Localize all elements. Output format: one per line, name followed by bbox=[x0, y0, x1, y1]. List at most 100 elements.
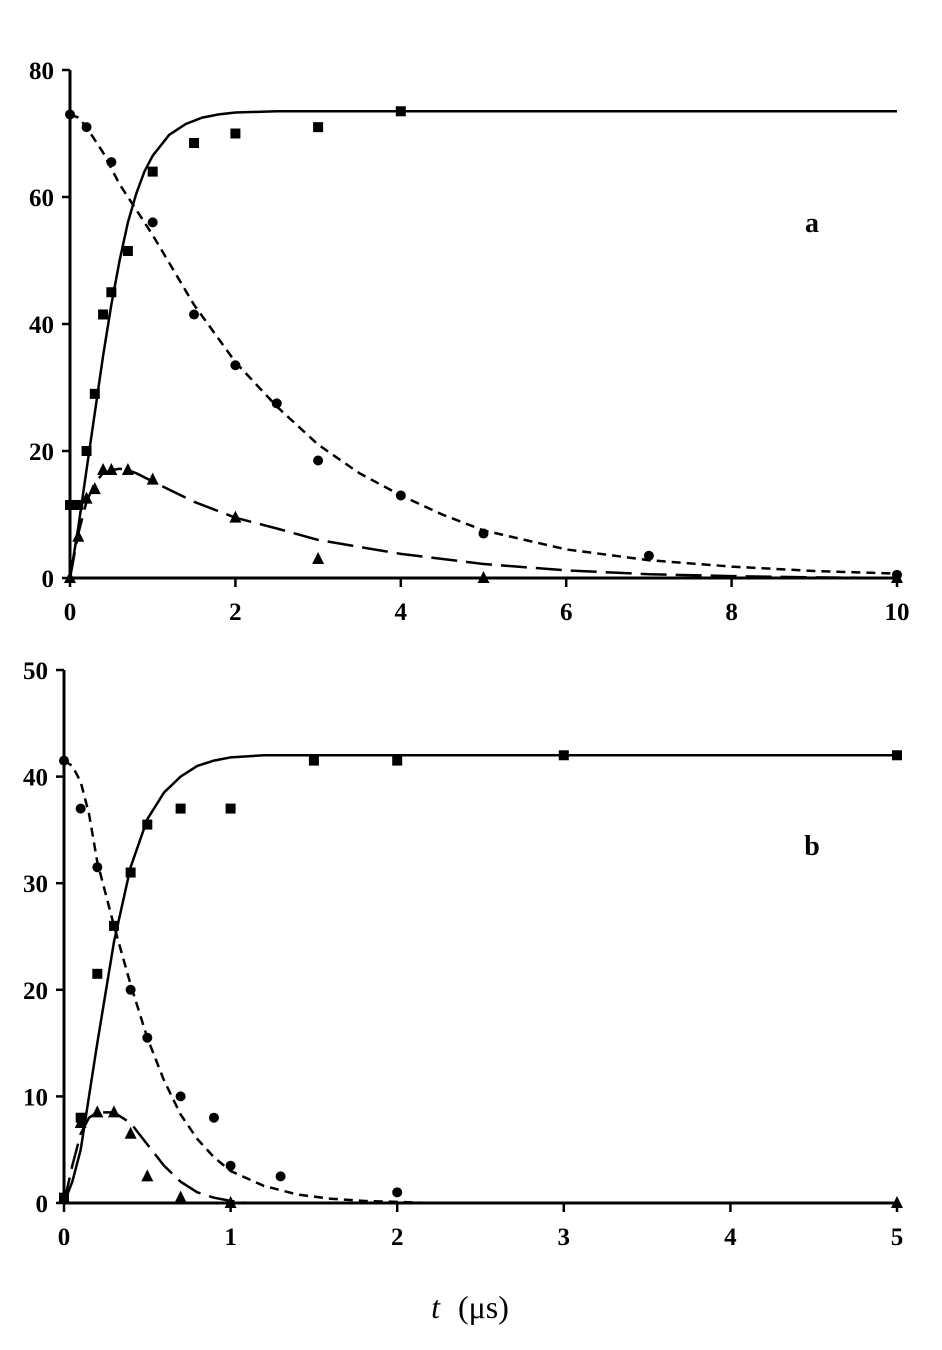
data-point-triangle bbox=[80, 491, 93, 504]
data-point-circle bbox=[271, 398, 282, 409]
data-point-circle bbox=[230, 360, 241, 371]
data-point-circle bbox=[643, 550, 654, 561]
data-point-circle bbox=[225, 1160, 236, 1171]
data-point-square bbox=[230, 128, 241, 139]
x-axis-title: t (μs) bbox=[431, 1289, 509, 1325]
y-tick-label: 40 bbox=[23, 765, 48, 792]
data-point-circle bbox=[92, 862, 103, 873]
y-tick-label: 60 bbox=[29, 185, 54, 212]
data-point-triangle bbox=[74, 1116, 87, 1129]
data-point-circle bbox=[208, 1112, 219, 1123]
data-point-triangle bbox=[121, 463, 134, 476]
data-point-circle bbox=[313, 455, 324, 466]
data-point-triangle bbox=[891, 1196, 903, 1208]
data-point-circle bbox=[478, 528, 489, 539]
fit-line-square bbox=[62, 754, 897, 1204]
data-point-square bbox=[73, 499, 84, 510]
data-point-circle bbox=[125, 984, 136, 995]
data-point-triangle bbox=[64, 571, 76, 583]
data-point-triangle bbox=[124, 1126, 137, 1139]
x-tick-label: 4 bbox=[395, 599, 408, 626]
data-point-triangle bbox=[72, 529, 85, 542]
data-point-circle bbox=[59, 755, 69, 766]
x-tick-label: 0 bbox=[64, 599, 77, 626]
y-tick-label: 0 bbox=[42, 566, 55, 593]
y-tick-label: 50 bbox=[23, 658, 48, 685]
data-point-circle bbox=[147, 217, 158, 228]
fit-line-circle bbox=[69, 113, 898, 575]
data-point-square bbox=[313, 122, 324, 133]
x-tick-label: 10 bbox=[885, 599, 910, 626]
y-tick-label: 30 bbox=[23, 871, 48, 898]
fit-line-circle bbox=[63, 759, 431, 1205]
data-point-square bbox=[106, 287, 117, 298]
x-tick-label: 2 bbox=[229, 599, 242, 626]
x-tick-label: 3 bbox=[558, 1224, 571, 1251]
data-point-square bbox=[392, 755, 403, 766]
data-point-square bbox=[189, 138, 200, 149]
data-point-circle bbox=[75, 803, 86, 814]
x-tick-label: 6 bbox=[560, 599, 573, 626]
data-point-triangle bbox=[891, 571, 903, 583]
data-point-triangle bbox=[91, 1105, 104, 1118]
data-point-square bbox=[142, 819, 153, 830]
data-point-square bbox=[147, 166, 158, 177]
data-point-triangle bbox=[97, 463, 110, 476]
data-point-circle bbox=[189, 309, 200, 320]
data-point-triangle bbox=[146, 472, 159, 485]
fit-line-triangle bbox=[62, 1111, 248, 1205]
data-point-square bbox=[395, 106, 406, 117]
data-point-square bbox=[558, 750, 569, 761]
panel-label: a bbox=[805, 208, 819, 239]
y-tick-label: 20 bbox=[23, 978, 48, 1005]
chart-panel-b: 0 10 20 30 40 50 0 1 2 3 4 5 b bbox=[23, 658, 903, 1251]
data-point-circle bbox=[142, 1032, 153, 1043]
data-point-square bbox=[175, 803, 186, 814]
data-point-triangle bbox=[477, 571, 490, 583]
data-point-triangle bbox=[141, 1169, 154, 1182]
data-point-square bbox=[125, 867, 136, 878]
y-tick-label: 10 bbox=[23, 1084, 48, 1111]
chart-panel-a: 0 20 40 60 80 0 2 4 6 8 10 a bbox=[29, 58, 910, 626]
data-point-circle bbox=[81, 122, 92, 133]
data-point-square bbox=[308, 755, 319, 766]
x-tick-label: 8 bbox=[725, 599, 738, 626]
x-tick-label: 1 bbox=[224, 1224, 237, 1251]
y-tick-label: 40 bbox=[29, 312, 54, 339]
data-point-circle bbox=[275, 1171, 286, 1182]
data-point-circle bbox=[65, 109, 75, 120]
y-tick-label: 80 bbox=[29, 58, 54, 85]
data-point-square bbox=[225, 803, 236, 814]
data-point-square bbox=[122, 245, 133, 256]
x-axis-unit: (μs) bbox=[458, 1289, 509, 1325]
data-point-triangle bbox=[88, 482, 101, 495]
x-tick-label: 5 bbox=[891, 1224, 904, 1251]
x-tick-label: 0 bbox=[58, 1224, 71, 1251]
data-point-square bbox=[108, 920, 119, 931]
data-point-circle bbox=[395, 490, 406, 501]
data-point-circle bbox=[392, 1187, 403, 1198]
x-tick-label: 2 bbox=[391, 1224, 404, 1251]
x-axis-variable: t bbox=[431, 1289, 441, 1325]
data-point-square bbox=[65, 499, 75, 510]
fit-line-square bbox=[68, 110, 897, 579]
data-point-circle bbox=[106, 157, 117, 168]
data-point-triangle bbox=[312, 551, 325, 564]
data-point-square bbox=[89, 388, 100, 399]
data-point-triangle bbox=[58, 1190, 70, 1203]
data-point-square bbox=[81, 446, 92, 456]
data-point-square bbox=[892, 750, 902, 761]
fit-line-triangle bbox=[68, 467, 898, 580]
y-tick-label: 0 bbox=[36, 1191, 49, 1218]
x-tick-label: 4 bbox=[724, 1224, 737, 1251]
panel-label: b bbox=[804, 831, 820, 862]
data-point-triangle bbox=[229, 510, 242, 523]
data-point-triangle bbox=[107, 1105, 120, 1118]
y-tick-label: 20 bbox=[29, 439, 54, 466]
data-point-square bbox=[98, 309, 109, 320]
data-point-triangle bbox=[224, 1196, 237, 1208]
data-point-triangle bbox=[174, 1190, 187, 1203]
data-point-circle bbox=[175, 1091, 186, 1102]
data-point-triangle bbox=[105, 463, 118, 476]
